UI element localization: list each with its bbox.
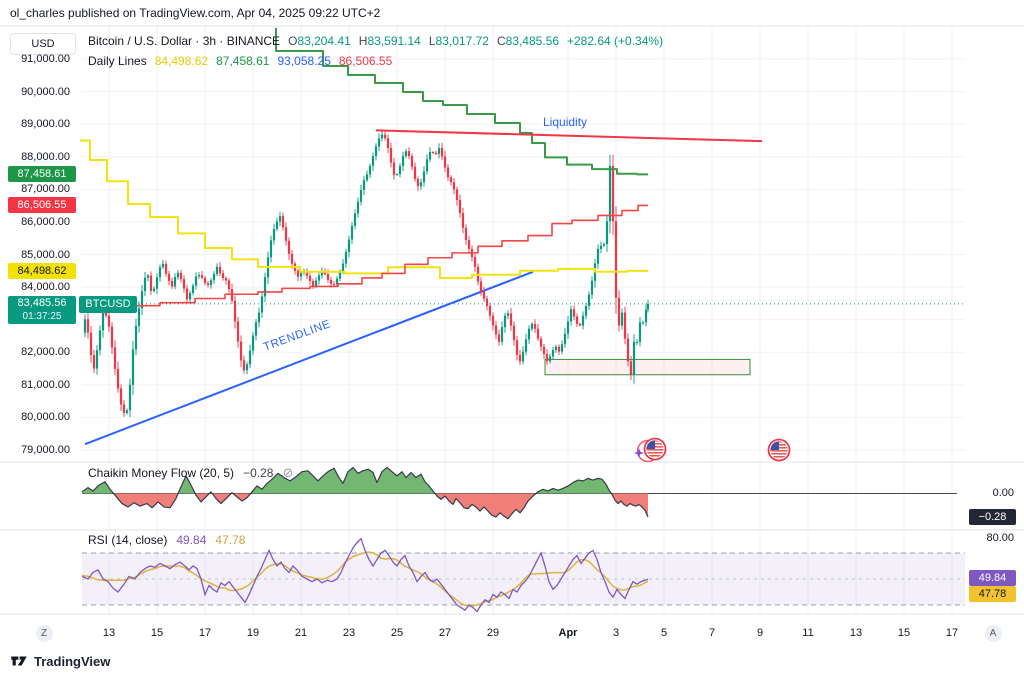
ohlc-close: C83,485.56: [496, 34, 559, 48]
cmf-positive-area: [82, 467, 648, 494]
cmf-value: −0.28: [243, 466, 274, 480]
rsi-legend: RSI (14, close) 49.84 47.78: [88, 533, 245, 547]
demand-zone-box[interactable]: [544, 358, 751, 376]
cmf-negative-area: [82, 493, 648, 519]
time-axis-label: 13: [102, 627, 116, 639]
symbol-title[interactable]: Bitcoin / U.S. Dollar · 3h · BINANCE: [88, 34, 281, 48]
ma-yellow-price-badge: 84,498.62: [8, 263, 76, 279]
publisher-line: ol_charles published on TradingView.com,…: [10, 6, 381, 20]
cmf-legend: Chaikin Money Flow (20, 5) −0.28 ⊘: [88, 465, 293, 481]
rsi-value: 49.84: [176, 533, 207, 547]
time-axis-label: 29: [486, 627, 500, 639]
time-axis-label: 27: [438, 627, 452, 639]
daily-lines-label[interactable]: Daily Lines: [88, 54, 147, 68]
symbol-legend: Bitcoin / U.S. Dollar · 3h · BINANCE O83…: [88, 34, 663, 48]
economic-event-flag-icon[interactable]: [634, 437, 667, 463]
liquidity-line[interactable]: [375, 129, 763, 143]
candlestick-series: [83, 130, 650, 417]
time-axis-label: 11: [802, 627, 814, 639]
tradingview-brand-text: TradingView: [34, 653, 111, 669]
price-axis-label: 85,000.00: [21, 248, 70, 261]
time-axis-label: 9: [756, 627, 764, 639]
daily-lines-legend: Daily Lines 84,498.62 87,458.61 93,058.2…: [88, 54, 392, 68]
time-axis-label: 7: [708, 627, 716, 639]
daily-ma-yellow-line[interactable]: [80, 139, 648, 279]
time-axis-edge-badge: A: [984, 625, 1002, 642]
price-axis-label: 90,000.00: [21, 85, 70, 98]
sparkle-icon: [634, 448, 644, 458]
cmf-title[interactable]: Chaikin Money Flow (20, 5): [88, 466, 235, 480]
rsi-ma-line[interactable]: [82, 551, 649, 607]
ma-green-price-badge: 87,458.61: [8, 166, 76, 182]
rsi-title[interactable]: RSI (14, close): [88, 533, 168, 547]
time-axis-label: 25: [390, 627, 404, 639]
last-price-value: 83,485.56: [17, 297, 67, 309]
ohlc-open: O83,204.41: [288, 34, 351, 48]
rsi-line[interactable]: [82, 537, 649, 613]
time-axis-label: 15: [150, 627, 164, 639]
cmf-line[interactable]: [81, 466, 649, 520]
time-axis-label: 3: [612, 627, 620, 639]
slashed-circle-icon[interactable]: ⊘: [282, 465, 294, 480]
price-scale-currency[interactable]: USD: [10, 33, 76, 55]
ohlc-high: H83,591.14: [358, 34, 421, 48]
time-axis-edge-badge: Z: [35, 625, 53, 642]
time-axis-label: 21: [294, 627, 308, 639]
rsi-ma-value-badge: 47.78: [969, 586, 1016, 602]
price-axis-label: 79,000.00: [21, 444, 70, 456]
daily-line-yellow-value: 84,498.62: [154, 54, 209, 68]
liquidity-annotation-label[interactable]: Liquidity: [543, 115, 588, 129]
economic-event-flag-icon[interactable]: [767, 438, 791, 462]
ohlc-low: L83,017.72: [428, 34, 489, 48]
cmf-zero-label: 0.00: [992, 487, 1014, 499]
ma-red-price-badge: 86,506.55: [8, 197, 76, 213]
last-price-badge: 83,485.56 01:37:25: [8, 296, 76, 324]
time-axis-label: 13: [849, 627, 863, 639]
time-axis-label: 23: [342, 627, 356, 639]
price-axis-label: 82,000.00: [21, 346, 70, 359]
time-axis-label: 5: [660, 627, 668, 639]
daily-line-blue-value: 93,058.25: [277, 54, 331, 68]
daily-line-red-value: 86,506.55: [338, 54, 393, 68]
symbol-tag[interactable]: BTCUSD: [79, 296, 137, 313]
time-axis-label: 17: [198, 627, 212, 639]
time-axis-label: 19: [246, 627, 260, 639]
change-value: +282.64 (+0.34%): [567, 34, 664, 48]
daily-ma-green-line[interactable]: [275, 28, 648, 176]
daily-line-green-value: 87,458.61: [216, 54, 270, 68]
time-axis-label: 17: [945, 627, 959, 639]
tradingview-logo: [11, 656, 27, 666]
price-axis-label: 89,000.00: [21, 118, 70, 131]
price-axis-label: 87,000.00: [21, 183, 70, 196]
time-axis-label: 15: [897, 627, 911, 639]
bar-countdown: 01:37:25: [22, 311, 62, 322]
rsi-upper-scale-label: 80.00: [986, 532, 1014, 544]
price-axis-label: 91,000.00: [21, 53, 70, 65]
daily-ma-red-line[interactable]: [128, 204, 648, 307]
price-axis-label: 88,000.00: [21, 150, 70, 163]
cmf-value-badge: −0.28: [969, 509, 1016, 525]
time-axis-label: Apr: [558, 627, 578, 639]
price-axis-label: 80,000.00: [21, 411, 70, 424]
rsi-ma-value: 47.78: [215, 533, 246, 547]
price-axis-label: 81,000.00: [21, 378, 70, 391]
trendline[interactable]: [84, 270, 534, 446]
grid-lines: [82, 26, 965, 614]
price-axis-label: 84,000.00: [21, 281, 70, 294]
rsi-value-badge: 49.84: [969, 570, 1016, 586]
tradingview-attribution[interactable]: TradingView: [10, 652, 110, 670]
price-axis-label: 86,000.00: [21, 215, 70, 228]
